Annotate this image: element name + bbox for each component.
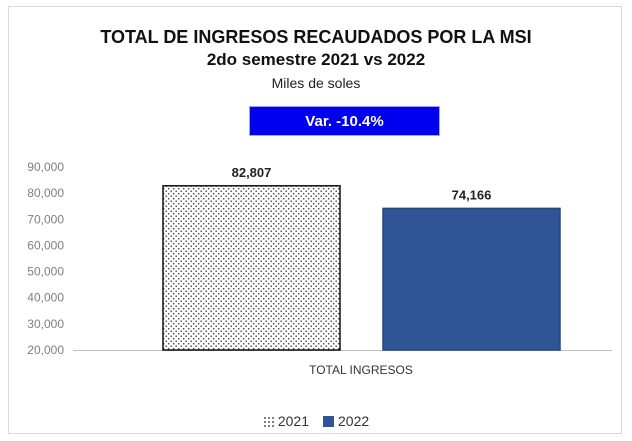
y-tick-label: 30,000: [27, 317, 64, 331]
category-label: TOTAL INGRESOS: [309, 363, 413, 377]
y-tick-label: 20,000: [27, 343, 64, 357]
legend-item-2022: 2022: [323, 413, 369, 429]
y-tick-label: 80,000: [27, 186, 64, 200]
y-tick-label: 60,000: [27, 238, 64, 252]
y-tick-label: 70,000: [27, 212, 64, 226]
legend: 2021 2022: [0, 413, 632, 429]
legend-swatch-2022: [323, 415, 334, 427]
chart-subtitle: 2do semestre 2021 vs 2022: [206, 50, 426, 69]
chart-title: TOTAL DE INGRESOS RECAUDADOS POR LA MSI: [100, 27, 532, 47]
legend-item-2021: 2021: [262, 413, 309, 429]
data-label-2022: 74,166: [452, 187, 492, 202]
bar-2021: [162, 185, 341, 351]
legend-label-2022: 2022: [338, 413, 370, 429]
variation-badge: Var. -10.4%: [249, 106, 440, 136]
unit-label: Miles de soles: [271, 75, 361, 91]
legend-swatch-2021: [262, 415, 274, 427]
bar-2022: [382, 207, 561, 351]
y-tick-label: 40,000: [27, 291, 64, 305]
data-label-2021: 82,807: [232, 165, 272, 180]
y-tick-label: 50,000: [27, 265, 64, 279]
y-tick-label: 90,000: [27, 160, 64, 174]
legend-label-2021: 2021: [277, 413, 309, 429]
